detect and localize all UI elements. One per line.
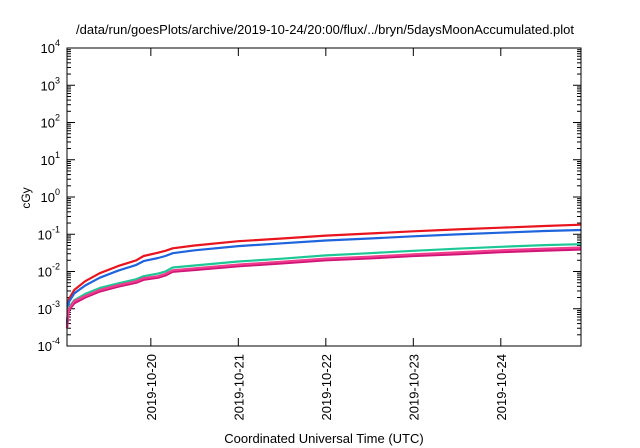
series-line-5 bbox=[65, 246, 582, 329]
plot-frame bbox=[66, 47, 582, 347]
y-tick-label: 104 bbox=[41, 38, 60, 56]
y-tick-label: 100 bbox=[41, 187, 60, 205]
y-axis-ticks: 10-4 10-3 10-2 10-1 100 101 102 103 104 bbox=[38, 38, 581, 354]
series-line-4 bbox=[65, 248, 582, 329]
y-tick-label: 10-4 bbox=[38, 336, 60, 354]
x-tick-label: 2019-10-20 bbox=[144, 354, 159, 421]
series-line-2 bbox=[65, 228, 582, 324]
chart-title: /data/run/goesPlots/archive/2019-10-24/2… bbox=[76, 22, 574, 37]
y-tick-label: 102 bbox=[41, 113, 60, 131]
y-tick-label: 10-3 bbox=[38, 299, 60, 317]
x-tick-label: 2019-10-21 bbox=[231, 354, 246, 421]
y-tick-label: 103 bbox=[41, 75, 60, 93]
x-axis-ticks: 2019-10-20 2019-10-21 2019-10-22 2019-10-23… bbox=[144, 48, 509, 421]
x-axis-label: Coordinated Universal Time (UTC) bbox=[224, 431, 423, 446]
x-tick-label: 2019-10-24 bbox=[494, 354, 509, 421]
series-lines bbox=[65, 223, 582, 329]
y-tick-label: 10-1 bbox=[38, 224, 60, 242]
series-line-1 bbox=[65, 223, 582, 324]
series-line-3 bbox=[65, 243, 582, 329]
x-tick-label: 2019-10-23 bbox=[406, 354, 421, 421]
y-axis-label: cGy bbox=[19, 187, 33, 208]
x-tick-label: 2019-10-22 bbox=[319, 354, 334, 421]
y-tick-label: 10-2 bbox=[38, 262, 60, 280]
y-tick-label: 101 bbox=[41, 150, 60, 168]
